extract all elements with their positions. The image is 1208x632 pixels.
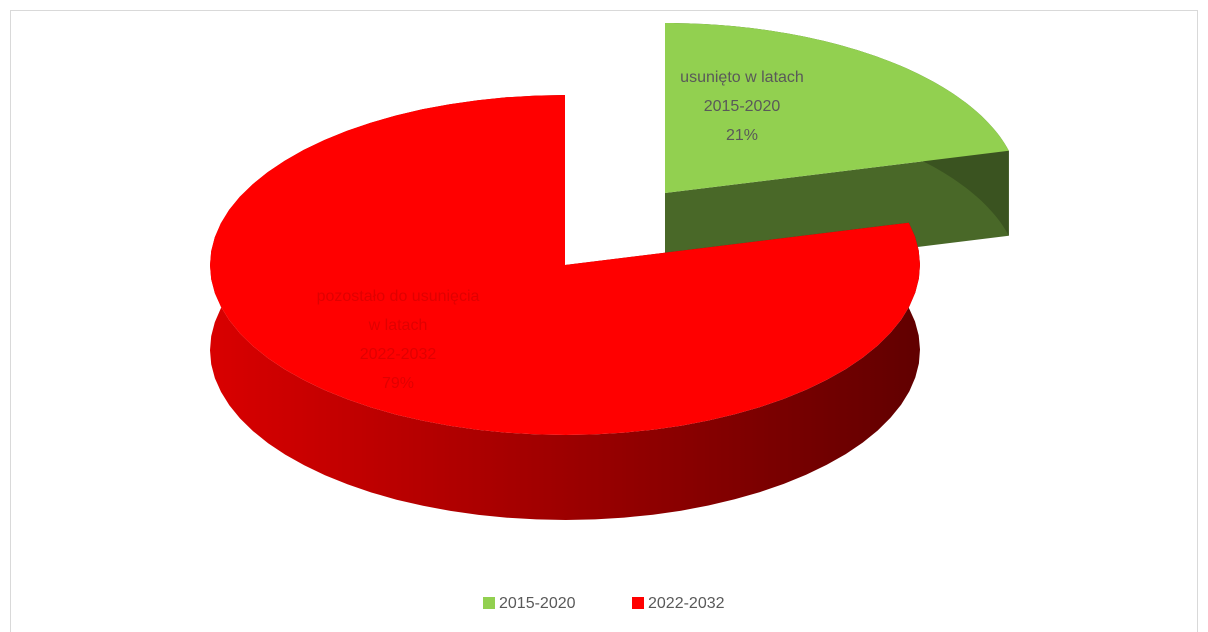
- data-label: 2015-2020: [704, 98, 781, 115]
- data-label: w latach: [368, 317, 428, 334]
- pie-slice: [210, 95, 920, 435]
- data-label: usunięto w latach: [680, 69, 804, 86]
- data-label: 2022-2032: [360, 346, 437, 363]
- data-label: 79%: [382, 375, 414, 392]
- legend-swatch: [483, 597, 495, 609]
- pie-slice: [665, 23, 1009, 193]
- data-label: 21%: [726, 127, 758, 144]
- legend-label: 2022-2032: [648, 595, 725, 612]
- legend-label: 2015-2020: [499, 595, 576, 612]
- data-label: pozostało do usunięcia: [317, 288, 480, 305]
- legend-swatch: [632, 597, 644, 609]
